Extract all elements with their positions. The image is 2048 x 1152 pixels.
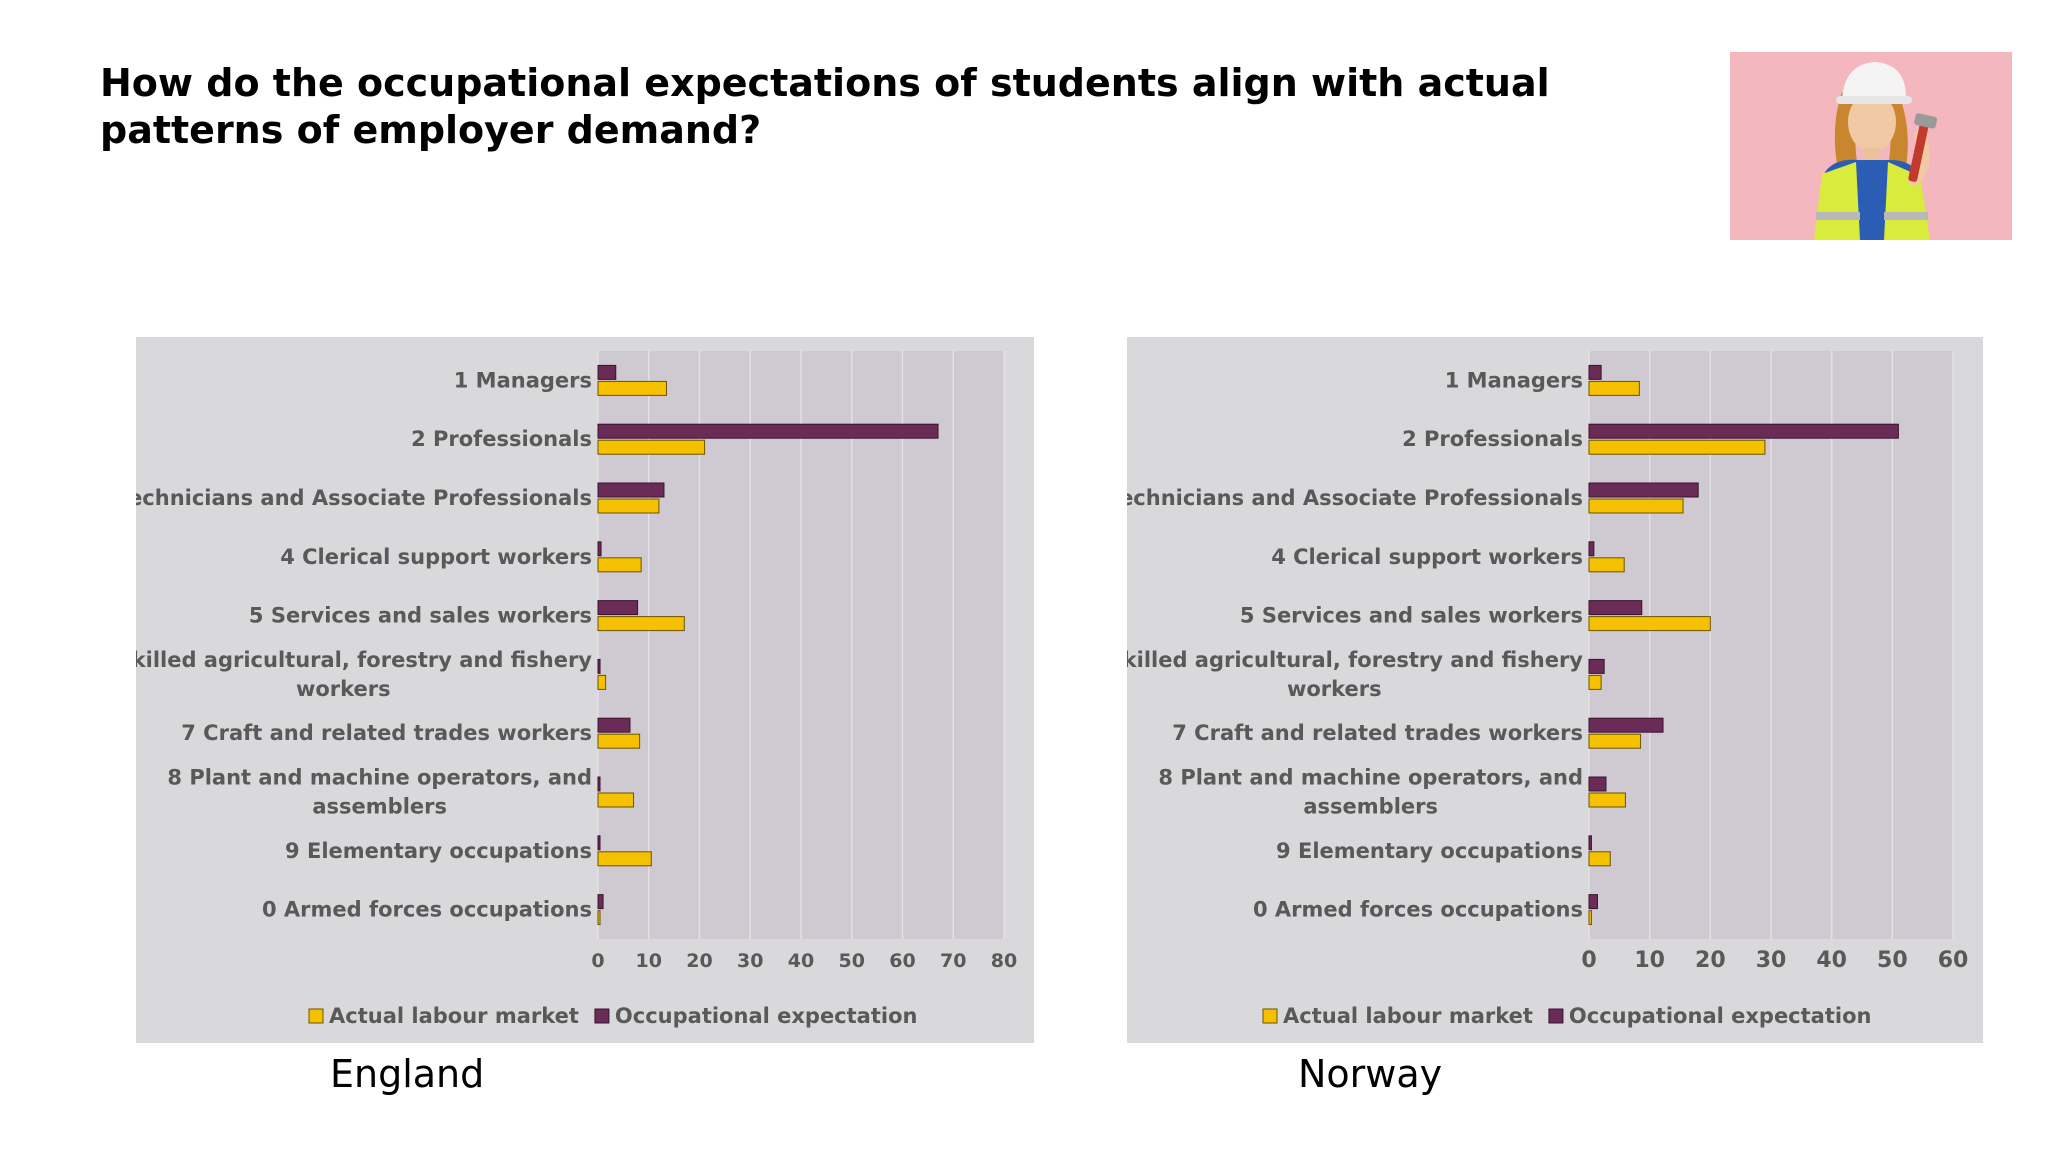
category-label: 4 Clerical support workers bbox=[1271, 545, 1583, 569]
bar-occupational-expectation bbox=[1588, 658, 1605, 674]
x-tick-label: 30 bbox=[737, 950, 763, 972]
bar-occupational-expectation bbox=[1588, 364, 1602, 380]
bar-occupational-expectation bbox=[1588, 717, 1664, 733]
bar-actual-labour-market bbox=[1588, 910, 1592, 926]
x-tick-label: 60 bbox=[1938, 948, 1969, 973]
bar-actual-labour-market bbox=[597, 439, 706, 455]
category-label: 8 Plant and machine operators, and bbox=[167, 766, 592, 790]
category-label: 7 Craft and related trades workers bbox=[181, 721, 592, 745]
bar-actual-labour-market bbox=[1588, 616, 1711, 632]
category-label: 5 Services and sales workers bbox=[249, 604, 592, 628]
category-label: 0 Armed forces occupations bbox=[262, 898, 592, 922]
bar-actual-labour-market bbox=[1588, 439, 1766, 455]
bar-actual-labour-market bbox=[597, 910, 601, 926]
category-label: 2 Professionals bbox=[1402, 427, 1583, 451]
x-tick-label: 10 bbox=[1634, 948, 1665, 973]
category-label: 1 Managers bbox=[454, 368, 592, 392]
bar-actual-labour-market bbox=[597, 733, 641, 749]
chart-svg: 0 10 20 30 40 50 60 1 Managers 2 Professionals 3 … bbox=[1127, 351, 1969, 1028]
category-label: 5 Services and sales workers bbox=[1240, 604, 1583, 628]
bar-actual-labour-market bbox=[1588, 380, 1640, 396]
bar-actual-labour-market bbox=[597, 557, 642, 573]
bar-actual-labour-market bbox=[597, 498, 660, 514]
category-label-line2: workers bbox=[1287, 677, 1382, 701]
bar-occupational-expectation bbox=[597, 835, 601, 851]
slide-title: How do the occupational expectations of … bbox=[100, 61, 1550, 152]
x-tick-label: 40 bbox=[1816, 948, 1847, 973]
x-tick-label: 20 bbox=[686, 950, 712, 972]
bar-occupational-expectation bbox=[597, 600, 639, 616]
x-tick-label: 50 bbox=[839, 950, 865, 972]
chart-caption-norway: Norway bbox=[1298, 1052, 1443, 1096]
category-label: 6 Skilled agricultural, forestry and fis… bbox=[1127, 648, 1583, 672]
x-tick-label: 0 bbox=[591, 950, 604, 972]
legend-label: Actual labour market bbox=[329, 1004, 579, 1028]
bar-occupational-expectation bbox=[597, 541, 602, 557]
legend-label: Occupational expectation bbox=[1569, 1004, 1872, 1028]
bar-occupational-expectation bbox=[597, 776, 601, 792]
category-label: 6 Skilled agricultural, forestry and fis… bbox=[136, 648, 592, 672]
bar-actual-labour-market bbox=[1588, 851, 1611, 867]
legend-swatch bbox=[594, 1008, 610, 1024]
category-label: 4 Clerical support workers bbox=[280, 545, 592, 569]
x-tick-label: 0 bbox=[1581, 948, 1596, 973]
bar-occupational-expectation bbox=[597, 482, 665, 498]
x-tick-label: 70 bbox=[940, 950, 966, 972]
category-label-line2: assemblers bbox=[1303, 795, 1438, 819]
bar-occupational-expectation bbox=[1588, 541, 1595, 557]
bar-actual-labour-market bbox=[597, 851, 652, 867]
category-label: 2 Professionals bbox=[411, 427, 592, 451]
bar-actual-labour-market bbox=[1588, 733, 1642, 749]
x-tick-label: 10 bbox=[636, 950, 662, 972]
legend-label: Actual labour market bbox=[1283, 1004, 1533, 1028]
category-label: 3 Technicians and Associate Professional… bbox=[136, 486, 592, 510]
bar-actual-labour-market bbox=[1588, 792, 1626, 808]
x-tick-label: 20 bbox=[1695, 948, 1726, 973]
chart-england: 0 10 20 30 40 50 60 70 80 1 Managers 2 Professiona… bbox=[136, 337, 1034, 1043]
category-label: 7 Craft and related trades workers bbox=[1172, 721, 1583, 745]
legend-swatch bbox=[1548, 1008, 1564, 1024]
bar-occupational-expectation bbox=[597, 717, 631, 733]
bar-occupational-expectation bbox=[1588, 894, 1598, 910]
x-tick-label: 80 bbox=[991, 950, 1017, 972]
legend-swatch bbox=[1262, 1008, 1278, 1024]
category-label-line2: assemblers bbox=[312, 795, 447, 819]
bar-actual-labour-market bbox=[1588, 498, 1684, 514]
category-label: 0 Armed forces occupations bbox=[1253, 898, 1583, 922]
bar-occupational-expectation bbox=[1588, 482, 1699, 498]
x-tick-label: 40 bbox=[788, 950, 814, 972]
category-label-line2: workers bbox=[296, 677, 391, 701]
category-label: 9 Elementary occupations bbox=[285, 839, 592, 863]
bar-occupational-expectation bbox=[1588, 600, 1643, 616]
x-tick-label: 30 bbox=[1756, 948, 1787, 973]
bar-actual-labour-market bbox=[597, 380, 668, 396]
bar-occupational-expectation bbox=[1588, 835, 1592, 851]
bar-occupational-expectation bbox=[597, 658, 601, 674]
chart-caption-england: England bbox=[330, 1052, 485, 1096]
bar-actual-labour-market bbox=[1588, 674, 1602, 690]
category-label: 3 Technicians and Associate Professional… bbox=[1127, 486, 1583, 510]
category-label: 8 Plant and machine operators, and bbox=[1158, 766, 1583, 790]
category-label: 1 Managers bbox=[1445, 368, 1583, 392]
chart-svg: 0 10 20 30 40 50 60 70 80 1 Managers 2 Professiona… bbox=[136, 351, 1017, 1028]
bar-occupational-expectation bbox=[597, 364, 617, 380]
bar-occupational-expectation bbox=[1588, 423, 1899, 439]
bar-occupational-expectation bbox=[597, 894, 604, 910]
bar-actual-labour-market bbox=[1588, 557, 1625, 573]
x-tick-label: 60 bbox=[889, 950, 915, 972]
bar-actual-labour-market bbox=[597, 674, 607, 690]
chart-norway: 0 10 20 30 40 50 60 1 Managers 2 Professionals 3 … bbox=[1127, 337, 1983, 1043]
legend-label: Occupational expectation bbox=[615, 1004, 918, 1028]
legend-swatch bbox=[308, 1008, 324, 1024]
bar-actual-labour-market bbox=[597, 792, 635, 808]
girl-construction-worker-photo bbox=[1730, 52, 2012, 240]
bar-occupational-expectation bbox=[597, 423, 939, 439]
x-tick-label: 50 bbox=[1877, 948, 1908, 973]
bar-occupational-expectation bbox=[1588, 776, 1607, 792]
category-label: 9 Elementary occupations bbox=[1276, 839, 1583, 863]
bar-actual-labour-market bbox=[597, 616, 685, 632]
